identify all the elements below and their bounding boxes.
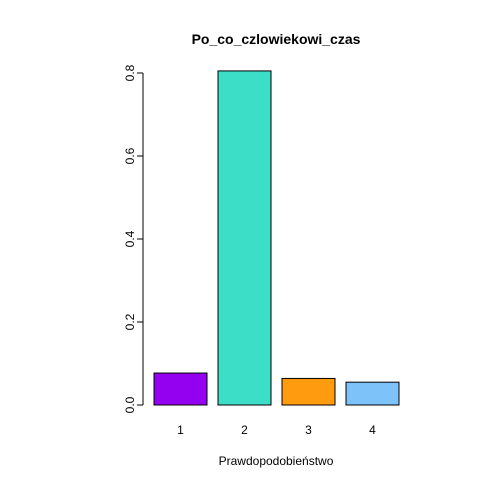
- y-tick-label: 0.8: [123, 64, 137, 81]
- x-tick-label: 2: [241, 423, 248, 437]
- x-tick-labels: 1 2 3 4: [177, 423, 376, 437]
- x-tick-label: 1: [177, 423, 184, 437]
- bar-1: [153, 372, 208, 406]
- x-axis-label: Prawdopodobieństwo: [219, 454, 334, 468]
- y-axis: 0.0 0.2 0.4 0.6 0.8: [123, 64, 144, 413]
- y-tick-label: 0.6: [123, 147, 137, 164]
- y-tick-label: 0.4: [123, 230, 137, 247]
- bar-2: [217, 70, 272, 406]
- y-tick-label: 0.0: [123, 396, 137, 413]
- x-tick-label: 3: [305, 423, 312, 437]
- x-tick-label: 4: [369, 423, 376, 437]
- chart-title: Po_co_czlowiekowi_czas: [192, 31, 361, 47]
- bars-group: [153, 70, 400, 406]
- bar-3: [281, 377, 336, 406]
- bar-4: [345, 381, 400, 406]
- y-tick-label: 0.2: [123, 313, 137, 330]
